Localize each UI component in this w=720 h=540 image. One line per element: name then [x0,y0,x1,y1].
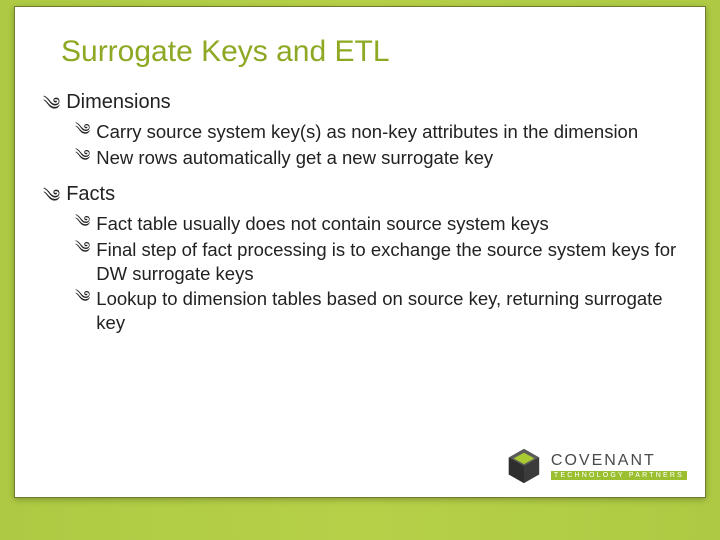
section-heading-text: Facts [66,183,115,206]
bullet-icon: ༄ [75,241,90,288]
list-item-text: New rows automatically get a new surroga… [96,146,677,170]
slide-panel: Surrogate Keys and ETL ༄ Dimensions ༄ Ca… [14,6,706,498]
section-heading-dimensions: ༄ Dimensions [43,91,677,114]
bullet-icon: ༄ [75,149,90,173]
bullet-icon: ༄ [75,123,90,147]
list-item: ༄ Fact table usually does not contain so… [75,212,677,236]
footer-logo: COVENANT TECHNOLOGY PARTNERS [505,447,687,485]
list-item: ༄ Final step of fact processing is to ex… [75,238,677,285]
list-item: ༄ Lookup to dimension tables based on so… [75,287,677,334]
list-item-text: Lookup to dimension tables based on sour… [96,287,677,334]
section-items-facts: ༄ Fact table usually does not contain so… [75,212,677,334]
logo-text: COVENANT TECHNOLOGY PARTNERS [551,453,687,480]
section-items-dimensions: ༄ Carry source system key(s) as non-key … [75,120,677,169]
bullet-icon: ༄ [43,95,60,113]
list-item: ༄ New rows automatically get a new surro… [75,146,677,170]
bullet-icon: ༄ [75,215,90,239]
logo-sub-text: TECHNOLOGY PARTNERS [551,471,687,480]
logo-main-text: COVENANT [551,453,687,469]
section-heading-text: Dimensions [66,91,170,114]
slide-title: Surrogate Keys and ETL [61,35,677,69]
list-item-text: Fact table usually does not contain sour… [96,212,677,236]
list-item: ༄ Carry source system key(s) as non-key … [75,120,677,144]
logo-mark-icon [505,447,543,485]
bullet-icon: ༄ [75,290,90,337]
list-item-text: Final step of fact processing is to exch… [96,238,677,285]
list-item-text: Carry source system key(s) as non-key at… [96,120,677,144]
section-heading-facts: ༄ Facts [43,183,677,206]
bullet-icon: ༄ [43,187,60,205]
